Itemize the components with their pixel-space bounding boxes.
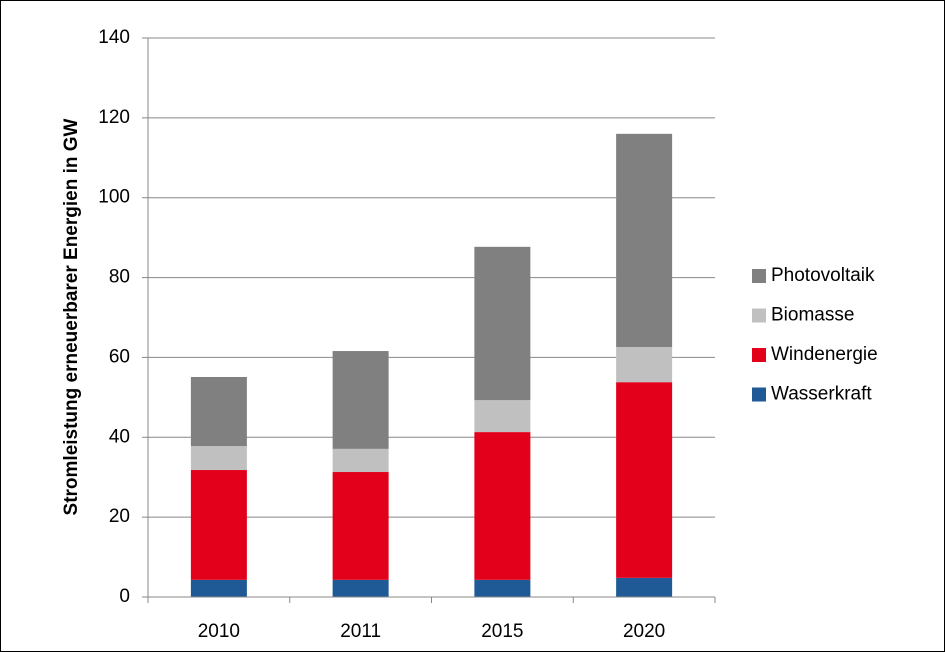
y-tick-label: 60	[109, 346, 130, 367]
bar-segment	[332, 448, 389, 473]
bar-segment	[332, 472, 389, 580]
y-tick-label: 100	[98, 187, 130, 208]
x-tick-label: 2010	[198, 621, 240, 642]
legend-swatch	[752, 387, 766, 402]
bar-segment	[190, 446, 247, 471]
legend-swatch	[752, 308, 766, 323]
bar-segment	[616, 133, 673, 348]
bar-segment	[616, 347, 673, 383]
x-tick-label: 2011	[340, 621, 381, 642]
bar-segment	[474, 579, 531, 597]
bar-segment	[332, 579, 389, 597]
legend-label: Wasserkraft	[771, 384, 872, 405]
y-tick-label: 140	[98, 27, 130, 48]
legend-swatch	[752, 269, 766, 283]
x-tick-label: 2015	[481, 621, 523, 642]
y-axis-title: Stromleistung erneuerbarer Energien in G…	[61, 118, 82, 515]
y-tick-label: 40	[109, 426, 130, 447]
bar-segment	[616, 382, 673, 578]
bar-segment	[190, 579, 247, 597]
y-tick-label: 80	[109, 267, 130, 288]
y-tick-label: 20	[109, 506, 130, 527]
x-tick-label: 2020	[623, 621, 665, 642]
legend-swatch	[752, 348, 766, 362]
bar-segment	[190, 470, 247, 580]
bar-segment	[474, 432, 531, 580]
y-tick-label: 0	[119, 586, 130, 607]
legend-label: Photovoltaik	[771, 265, 875, 286]
bar-segment	[190, 376, 247, 447]
y-tick-label: 120	[98, 107, 130, 128]
bar-segment	[474, 246, 531, 401]
legend-label: Windenergie	[771, 344, 878, 365]
bar-segment	[332, 351, 389, 449]
bar-segment	[616, 577, 673, 597]
bar-segment	[474, 400, 531, 433]
legend-label: Biomasse	[771, 305, 854, 326]
